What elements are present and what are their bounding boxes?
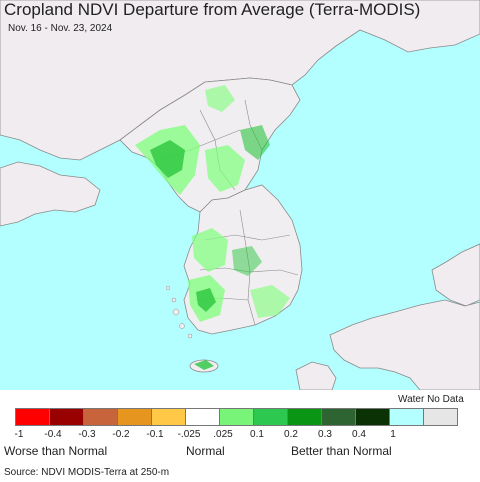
legend-category-worse: Worse than Normal [4, 444, 108, 458]
legend-tick-label: 0.4 [352, 429, 366, 440]
legend-tick-label: -.025 [177, 429, 201, 440]
patch-sk-southwest-core [196, 288, 216, 312]
island [171, 297, 177, 303]
source-note: Source: NDVI MODIS-Terra at 250-m [4, 467, 170, 478]
landmass-shandong [0, 161, 101, 227]
legend-tick-label: .025 [213, 429, 233, 440]
patch-nk-north [205, 85, 235, 112]
legend [0, 390, 480, 482]
patch-nk-east [240, 125, 270, 160]
legend-category-better: Better than Normal [291, 444, 392, 458]
legend-tick-label: 1 [390, 429, 396, 440]
island [172, 308, 180, 316]
legend-swatch [219, 408, 254, 426]
patch-sk-southeast [250, 285, 290, 318]
legend-swatch [151, 408, 186, 426]
legend-tick-label: -0.3 [78, 429, 96, 440]
ndvi-map [0, 0, 480, 390]
legend-swatch [355, 408, 390, 426]
ndvi-positive-patches [135, 85, 290, 370]
landmass-japan-north [431, 243, 480, 307]
legend-swatch [15, 408, 50, 426]
legend-tick-label: 0.2 [284, 429, 298, 440]
sw-islands [165, 285, 193, 339]
legend-swatch [185, 408, 220, 426]
legend-swatch [321, 408, 356, 426]
patch-nk-west-core [150, 140, 185, 178]
patch-nk-central [205, 145, 245, 192]
legend-swatch [49, 408, 84, 426]
legend-swatch [423, 408, 458, 426]
legend-swatch [117, 408, 152, 426]
island [179, 323, 185, 329]
island [187, 333, 193, 339]
water-no-data-label: Water No Data [398, 394, 464, 405]
map-title: Cropland NDVI Departure from Average (Te… [4, 0, 421, 19]
legend-tick-label: -0.2 [112, 429, 130, 440]
legend-tick-label: -0.4 [44, 429, 62, 440]
date-range: Nov. 16 - Nov. 23, 2024 [8, 23, 113, 34]
legend-swatch [253, 408, 288, 426]
legend-tick-label: 0.1 [250, 429, 264, 440]
patch-sk-west [192, 228, 228, 272]
legend-category-normal: Normal [186, 444, 225, 458]
landmass-japan-honshu [329, 299, 480, 390]
legend-swatch [389, 408, 424, 426]
patch-sk-central [232, 246, 262, 276]
legend-tick-label: 0.3 [318, 429, 332, 440]
patch-jeju [194, 360, 214, 370]
legend-swatch [287, 408, 322, 426]
island [165, 285, 171, 291]
legend-tick-label: -1 [14, 429, 24, 440]
landmass-japan-kyushu [295, 361, 337, 390]
legend-tick-label: -0.1 [146, 429, 164, 440]
legend-swatch [83, 408, 118, 426]
